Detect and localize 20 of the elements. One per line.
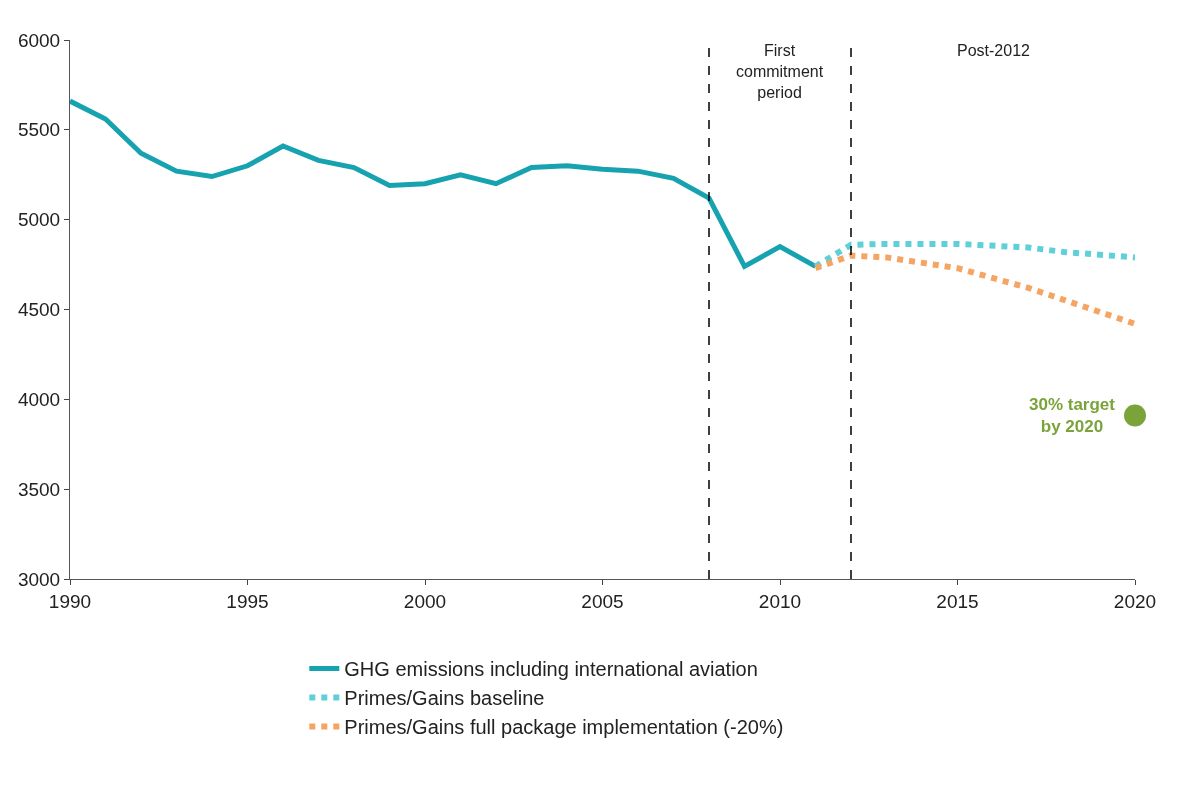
y-tick-label: 3500 bbox=[17, 478, 61, 500]
y-tick-label: 5500 bbox=[17, 119, 61, 141]
x-tick-label: 1995 bbox=[226, 590, 269, 612]
x-tick-label: 2020 bbox=[1113, 590, 1157, 612]
legend-label: Primes/Gains baseline bbox=[344, 687, 545, 710]
legend-label: Primes/Gains full package implementation (-20%) bbox=[344, 716, 784, 739]
y-tick-label: 5000 bbox=[17, 209, 61, 231]
annotation: First commitment period bbox=[736, 42, 824, 101]
x-tick-label: 1990 bbox=[48, 590, 92, 612]
y-tick-label: 4500 bbox=[17, 299, 61, 321]
x-tick-label: 2000 bbox=[403, 590, 447, 612]
y-tick-label: 3000 bbox=[17, 568, 61, 590]
y-tick-label: 4000 bbox=[17, 388, 61, 410]
y-tick-label: 6000 bbox=[17, 29, 61, 51]
annotation: 30% target by 2020 bbox=[1029, 395, 1116, 437]
legend-label: GHG emissions including international aviation bbox=[344, 658, 758, 681]
x-tick-label: 2005 bbox=[581, 590, 624, 612]
x-tick-label: 2010 bbox=[758, 590, 802, 612]
x-tick-label: 2015 bbox=[936, 590, 979, 612]
annotation: Post-2012 bbox=[957, 42, 1031, 59]
